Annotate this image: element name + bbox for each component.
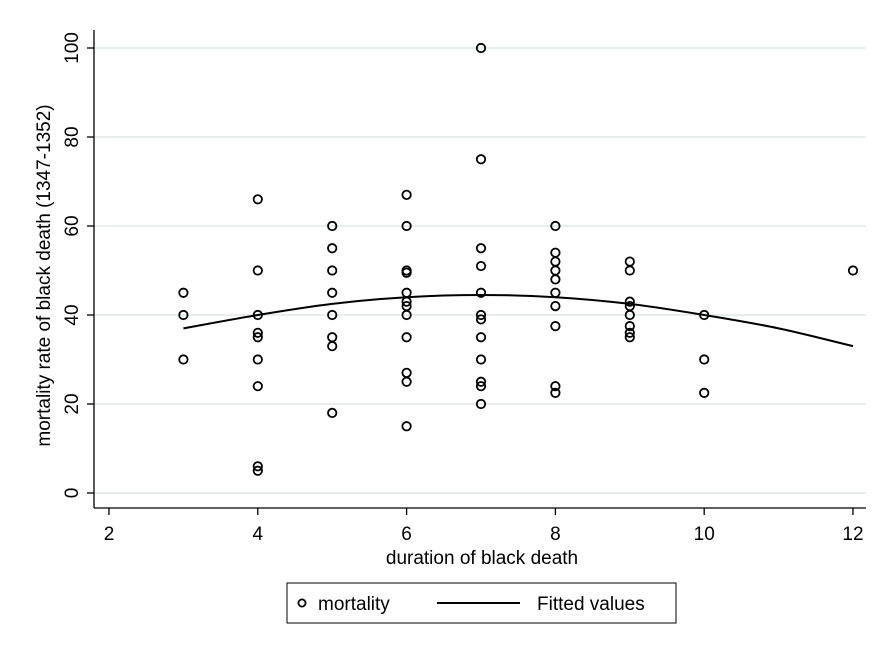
point-mortality-24 (401, 287, 412, 298)
point-mortality-32 (475, 42, 487, 54)
point-mortality-3 (252, 194, 263, 205)
point-mortality-44 (550, 220, 561, 232)
legend-marker-mortality (297, 598, 307, 608)
point-mortality-52 (550, 381, 561, 392)
point-mortality-4 (252, 265, 263, 276)
point-mortality-59 (624, 321, 635, 332)
point-mortality-9 (252, 381, 263, 392)
point-mortality-46 (550, 256, 561, 267)
point-mortality-20 (401, 189, 412, 200)
x-tick-label-8: 8 (550, 524, 561, 545)
point-mortality-47 (550, 265, 561, 276)
point-mortality-28 (401, 332, 412, 343)
y-axis-title: mortality rate of black death (1347-1352… (34, 104, 55, 446)
point-mortality-23 (401, 267, 412, 278)
point-mortality-43 (475, 398, 487, 410)
point-mortality-49 (550, 287, 561, 298)
point-mortality-13 (327, 243, 338, 254)
legend-label-fitted-values: Fitted values (537, 594, 645, 615)
x-tick-label-6: 6 (401, 524, 412, 545)
point-mortality-50 (550, 300, 561, 312)
point-mortality-6 (252, 327, 263, 338)
y-tick-label-80: 80 (62, 126, 83, 147)
point-mortality-60 (624, 327, 635, 338)
point-mortality-40 (475, 354, 487, 365)
point-mortality-54 (624, 256, 635, 267)
point-mortality-16 (327, 309, 338, 321)
point-mortality-36 (475, 287, 487, 298)
point-mortality-2 (178, 354, 189, 365)
point-mortality-37 (475, 309, 487, 321)
point-mortality-21 (401, 220, 412, 232)
point-mortality-10 (252, 461, 263, 472)
y-tick-label-0: 0 (62, 488, 83, 499)
point-mortality-58 (624, 309, 635, 321)
point-mortality-8 (252, 354, 263, 365)
point-mortality-0 (178, 287, 189, 298)
y-tick-label-60: 60 (62, 215, 83, 236)
x-axis-title: duration of black death (386, 548, 578, 569)
point-mortality-45 (550, 247, 561, 258)
point-mortality-35 (475, 260, 487, 272)
legend-label-mortality: mortality (318, 594, 390, 615)
point-mortality-39 (475, 332, 487, 343)
point-mortality-38 (475, 314, 487, 325)
point-mortality-17 (327, 332, 338, 343)
y-tick-label-100: 100 (62, 32, 83, 64)
point-mortality-31 (401, 421, 412, 432)
point-mortality-1 (178, 309, 189, 321)
y-tick-label-20: 20 (62, 393, 83, 414)
point-mortality-65 (847, 265, 859, 276)
axes: 0 20 40 60 80 100 2 4 6 8 10 12 (62, 30, 866, 545)
point-mortality-51 (550, 321, 561, 332)
point-mortality-53 (550, 387, 561, 398)
point-mortality-42 (475, 381, 487, 392)
x-tick-label-12: 12 (842, 524, 863, 545)
x-tick-label-10: 10 (694, 524, 715, 545)
x-tick-label-4: 4 (253, 524, 264, 545)
point-mortality-63 (699, 354, 710, 365)
data-layer (178, 42, 859, 476)
point-mortality-27 (401, 309, 412, 321)
point-mortality-7 (252, 332, 263, 343)
point-mortality-64 (699, 387, 710, 398)
point-mortality-12 (327, 220, 338, 232)
point-mortality-18 (327, 341, 338, 352)
legend: mortality Fitted values (286, 582, 677, 624)
point-mortality-61 (624, 332, 635, 343)
point-mortality-34 (475, 243, 487, 254)
x-tick-label-2: 2 (104, 524, 115, 545)
fitted-values-line (183, 293, 854, 348)
y-tick-label-40: 40 (62, 304, 83, 325)
point-mortality-41 (475, 376, 487, 387)
point-mortality-55 (624, 265, 635, 276)
point-mortality-33 (475, 154, 487, 165)
point-mortality-15 (327, 287, 338, 298)
point-mortality-29 (401, 367, 412, 378)
point-mortality-11 (252, 465, 263, 476)
point-mortality-14 (327, 265, 338, 276)
point-mortality-30 (401, 376, 412, 387)
point-mortality-56 (624, 296, 635, 307)
point-mortality-48 (550, 274, 561, 285)
point-mortality-19 (327, 407, 338, 418)
